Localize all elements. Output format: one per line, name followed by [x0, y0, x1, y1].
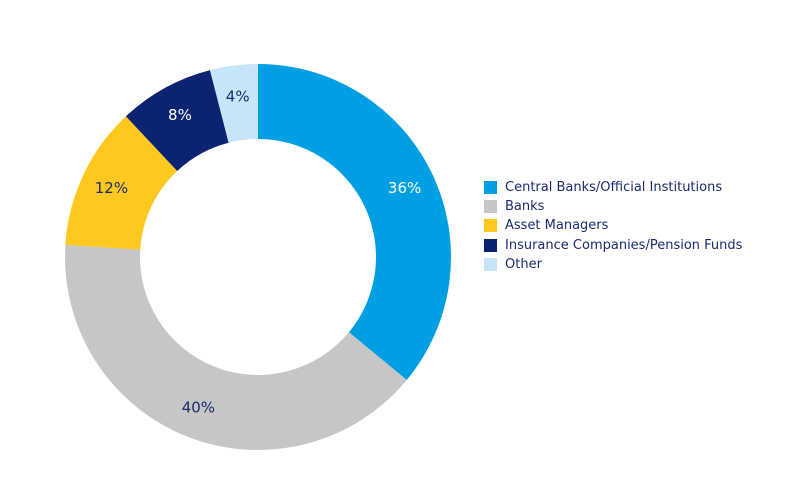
- data-label-1: 40%: [182, 399, 215, 417]
- legend-item: Asset Managers: [484, 216, 742, 235]
- slice-0: [258, 64, 451, 381]
- legend-item: Other: [484, 255, 742, 274]
- legend-label: Other: [505, 256, 542, 272]
- data-label-0: 36%: [388, 179, 421, 197]
- data-label-4: 4%: [226, 87, 250, 105]
- legend-label: Banks: [505, 199, 545, 215]
- legend-label: Asset Managers: [505, 218, 609, 234]
- slice-2: [65, 116, 178, 250]
- legend-label: Central Banks/Official Institutions: [505, 180, 723, 196]
- legend-swatch: [484, 238, 497, 252]
- slice-3: [125, 70, 229, 171]
- data-label-3: 8%: [168, 106, 192, 124]
- legend-swatch: [484, 219, 497, 233]
- legend-label: Insurance Companies/Pension Funds: [505, 237, 743, 253]
- legend-item: Central Banks/Official Institutions: [484, 178, 742, 197]
- legend-swatch: [484, 257, 497, 271]
- slice-1: [64, 244, 407, 450]
- legend-swatch: [484, 181, 497, 195]
- legend: Central Banks/Official Institutions Banks…: [484, 178, 742, 274]
- legend-item: Insurance Companies/Pension Funds: [484, 236, 742, 255]
- legend-item: Banks: [484, 197, 742, 216]
- legend-swatch: [484, 200, 497, 214]
- data-label-2: 12%: [95, 179, 128, 197]
- slice-4: [210, 64, 258, 143]
